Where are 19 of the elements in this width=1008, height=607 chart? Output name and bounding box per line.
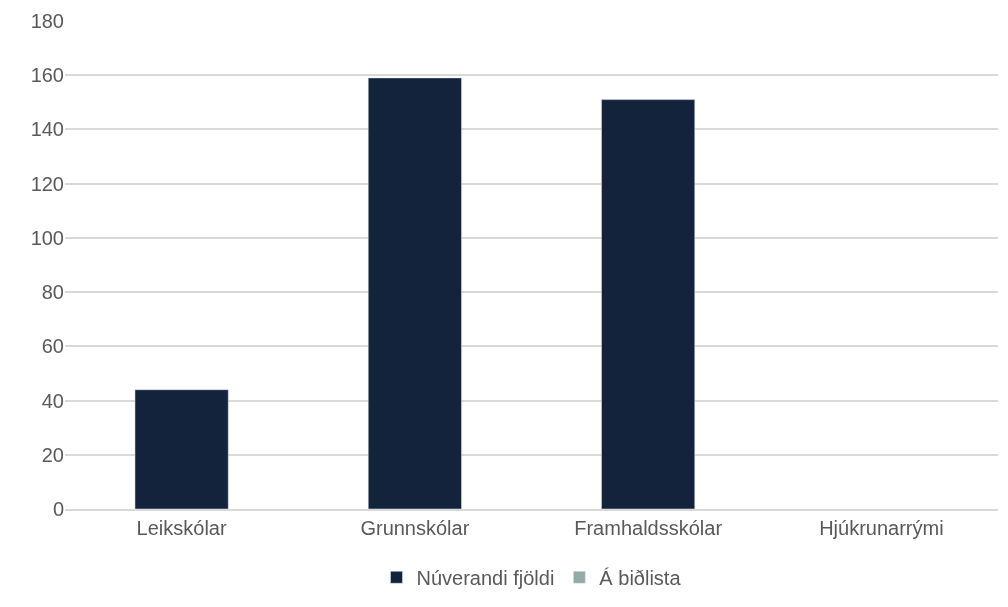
- y-tick-label: 0: [52, 498, 64, 520]
- y-tick-label: 180: [30, 10, 64, 32]
- legend-label: Núverandi fjöldi: [416, 567, 555, 590]
- y-tick-label: 40: [41, 389, 64, 412]
- bar: [367, 77, 462, 509]
- x-tick-label: Grunnskólar: [360, 516, 470, 539]
- y-tick-label: 100: [30, 226, 64, 249]
- x-tick-label: Hjúkrunarrými: [819, 516, 944, 539]
- y-tick-label: 120: [30, 172, 64, 195]
- y-tick-label: 80: [41, 281, 64, 304]
- y-tick-label: 160: [30, 64, 64, 87]
- x-tick-label: Framhaldsskólar: [574, 516, 723, 539]
- y-tick-label: 140: [30, 118, 64, 141]
- bar: [134, 389, 229, 509]
- legend-label: Á biðlista: [599, 567, 682, 590]
- bar: [601, 99, 696, 509]
- y-tick-label: 20: [41, 443, 64, 466]
- y-tick-label: 60: [41, 335, 64, 358]
- x-tick-label: Leikskólar: [136, 516, 227, 539]
